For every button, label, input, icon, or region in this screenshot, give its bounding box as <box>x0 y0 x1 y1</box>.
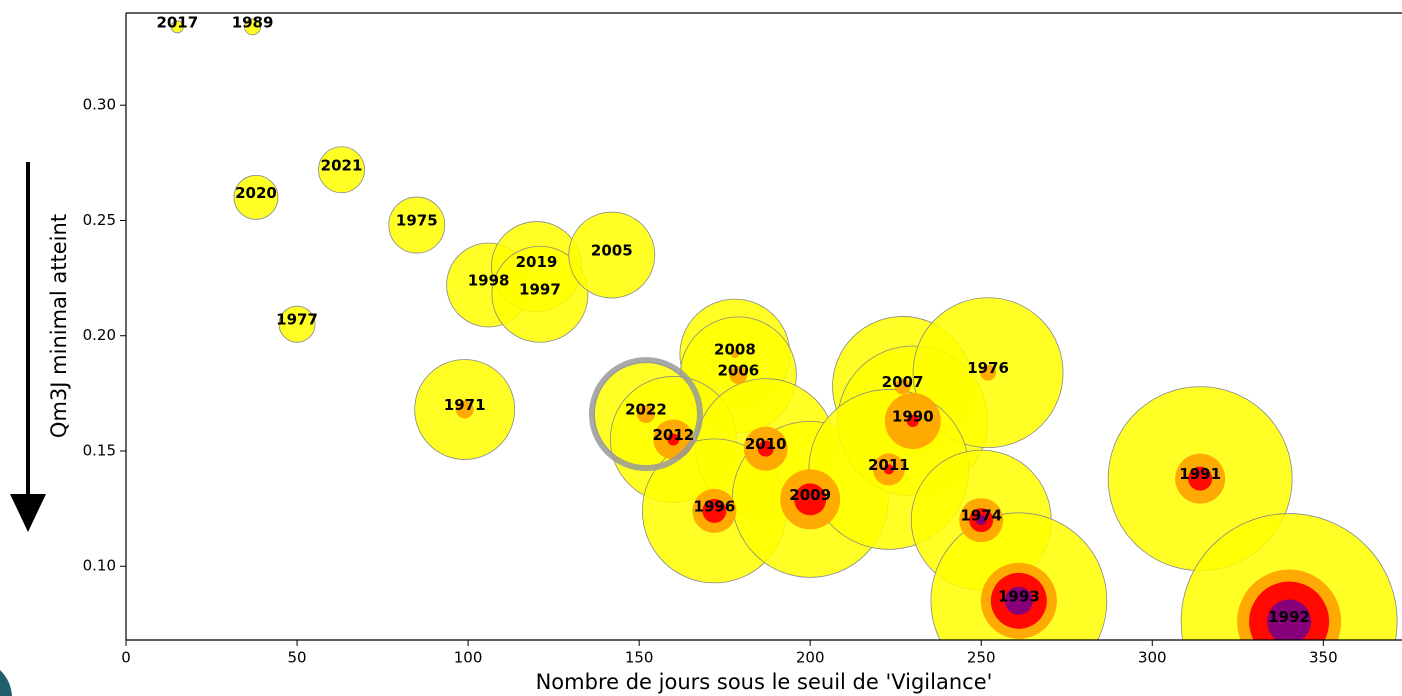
bubble <box>729 365 748 384</box>
bubble-label: 2021 <box>321 156 363 174</box>
y-tick-label: 0.15 <box>83 441 116 459</box>
bubble-label: 2009 <box>789 486 831 504</box>
bubble-label: 1998 <box>468 272 510 290</box>
x-tick-label: 150 <box>625 649 654 667</box>
bubble <box>636 405 655 424</box>
y-tick-label: 0.30 <box>83 96 116 114</box>
bubble <box>278 305 316 343</box>
bubble-label: 2010 <box>745 435 787 453</box>
bubble <box>455 400 474 419</box>
highlight-ring <box>588 357 703 472</box>
bubble <box>757 440 774 457</box>
bubble <box>906 415 919 428</box>
bubble-label: 2022 <box>625 401 667 419</box>
bubble <box>244 18 261 36</box>
bubble-label: 2011 <box>868 456 910 474</box>
bubble <box>170 20 184 34</box>
bubble <box>1267 599 1312 640</box>
bubble <box>730 350 739 359</box>
bubble <box>667 433 680 446</box>
corner-decoration <box>0 670 12 696</box>
x-tick-label: 100 <box>454 649 483 667</box>
bubble-label: 1971 <box>444 396 486 414</box>
bubble <box>1004 586 1033 615</box>
bubble <box>980 364 997 381</box>
bubble-label: 1989 <box>232 13 274 31</box>
bubble <box>794 483 827 516</box>
bubble <box>233 175 279 220</box>
bubble-label: 2020 <box>235 184 277 202</box>
bubble <box>318 146 365 194</box>
bubble <box>1188 466 1213 491</box>
bubble <box>491 245 589 343</box>
bubble <box>388 196 446 254</box>
bubble <box>568 211 656 299</box>
bubble-label: 1992 <box>1268 608 1310 626</box>
bubble <box>894 378 911 395</box>
bubble-label: 2007 <box>882 373 924 391</box>
bubble-label: 1977 <box>276 311 318 329</box>
bubble-label: 2006 <box>717 361 759 379</box>
plot-area <box>170 18 1398 640</box>
bubble <box>883 464 894 475</box>
bubble-label: 1993 <box>998 587 1040 605</box>
bubble-label: 1997 <box>519 281 561 299</box>
bubble-label: 1975 <box>396 212 438 230</box>
y-tick-label: 0.25 <box>83 211 116 229</box>
bubble-label: 1974 <box>960 507 1002 525</box>
bubble-label: 2017 <box>156 13 198 31</box>
bubble-label: 1976 <box>967 359 1009 377</box>
bubble-label: 2008 <box>714 341 756 359</box>
bubble-label: 2012 <box>652 426 694 444</box>
bubble <box>976 515 987 526</box>
bubble <box>702 498 727 523</box>
arrow-head <box>10 494 46 532</box>
bubble-label: 2005 <box>591 242 633 260</box>
x-tick-label: 200 <box>796 649 825 667</box>
x-axis-title: Nombre de jours sous le seuil de 'Vigila… <box>536 670 993 694</box>
x-tick-label: 350 <box>1309 649 1338 667</box>
x-tick-label: 250 <box>967 649 996 667</box>
frame <box>125 12 1402 641</box>
bubble-label: 2019 <box>516 253 558 271</box>
bubble-label: 1996 <box>694 497 736 515</box>
y-tick-label: 0.20 <box>83 326 116 344</box>
y-tick-label: 0.10 <box>83 557 116 575</box>
x-tick-label: 0 <box>121 649 131 667</box>
bubble-label: 1991 <box>1179 465 1221 483</box>
x-tick-label: 300 <box>1138 649 1167 667</box>
y-axis-title: Qm3J minimal atteint <box>47 214 71 438</box>
bubble-label: 1990 <box>892 408 934 426</box>
x-tick-label: 50 <box>287 649 306 667</box>
